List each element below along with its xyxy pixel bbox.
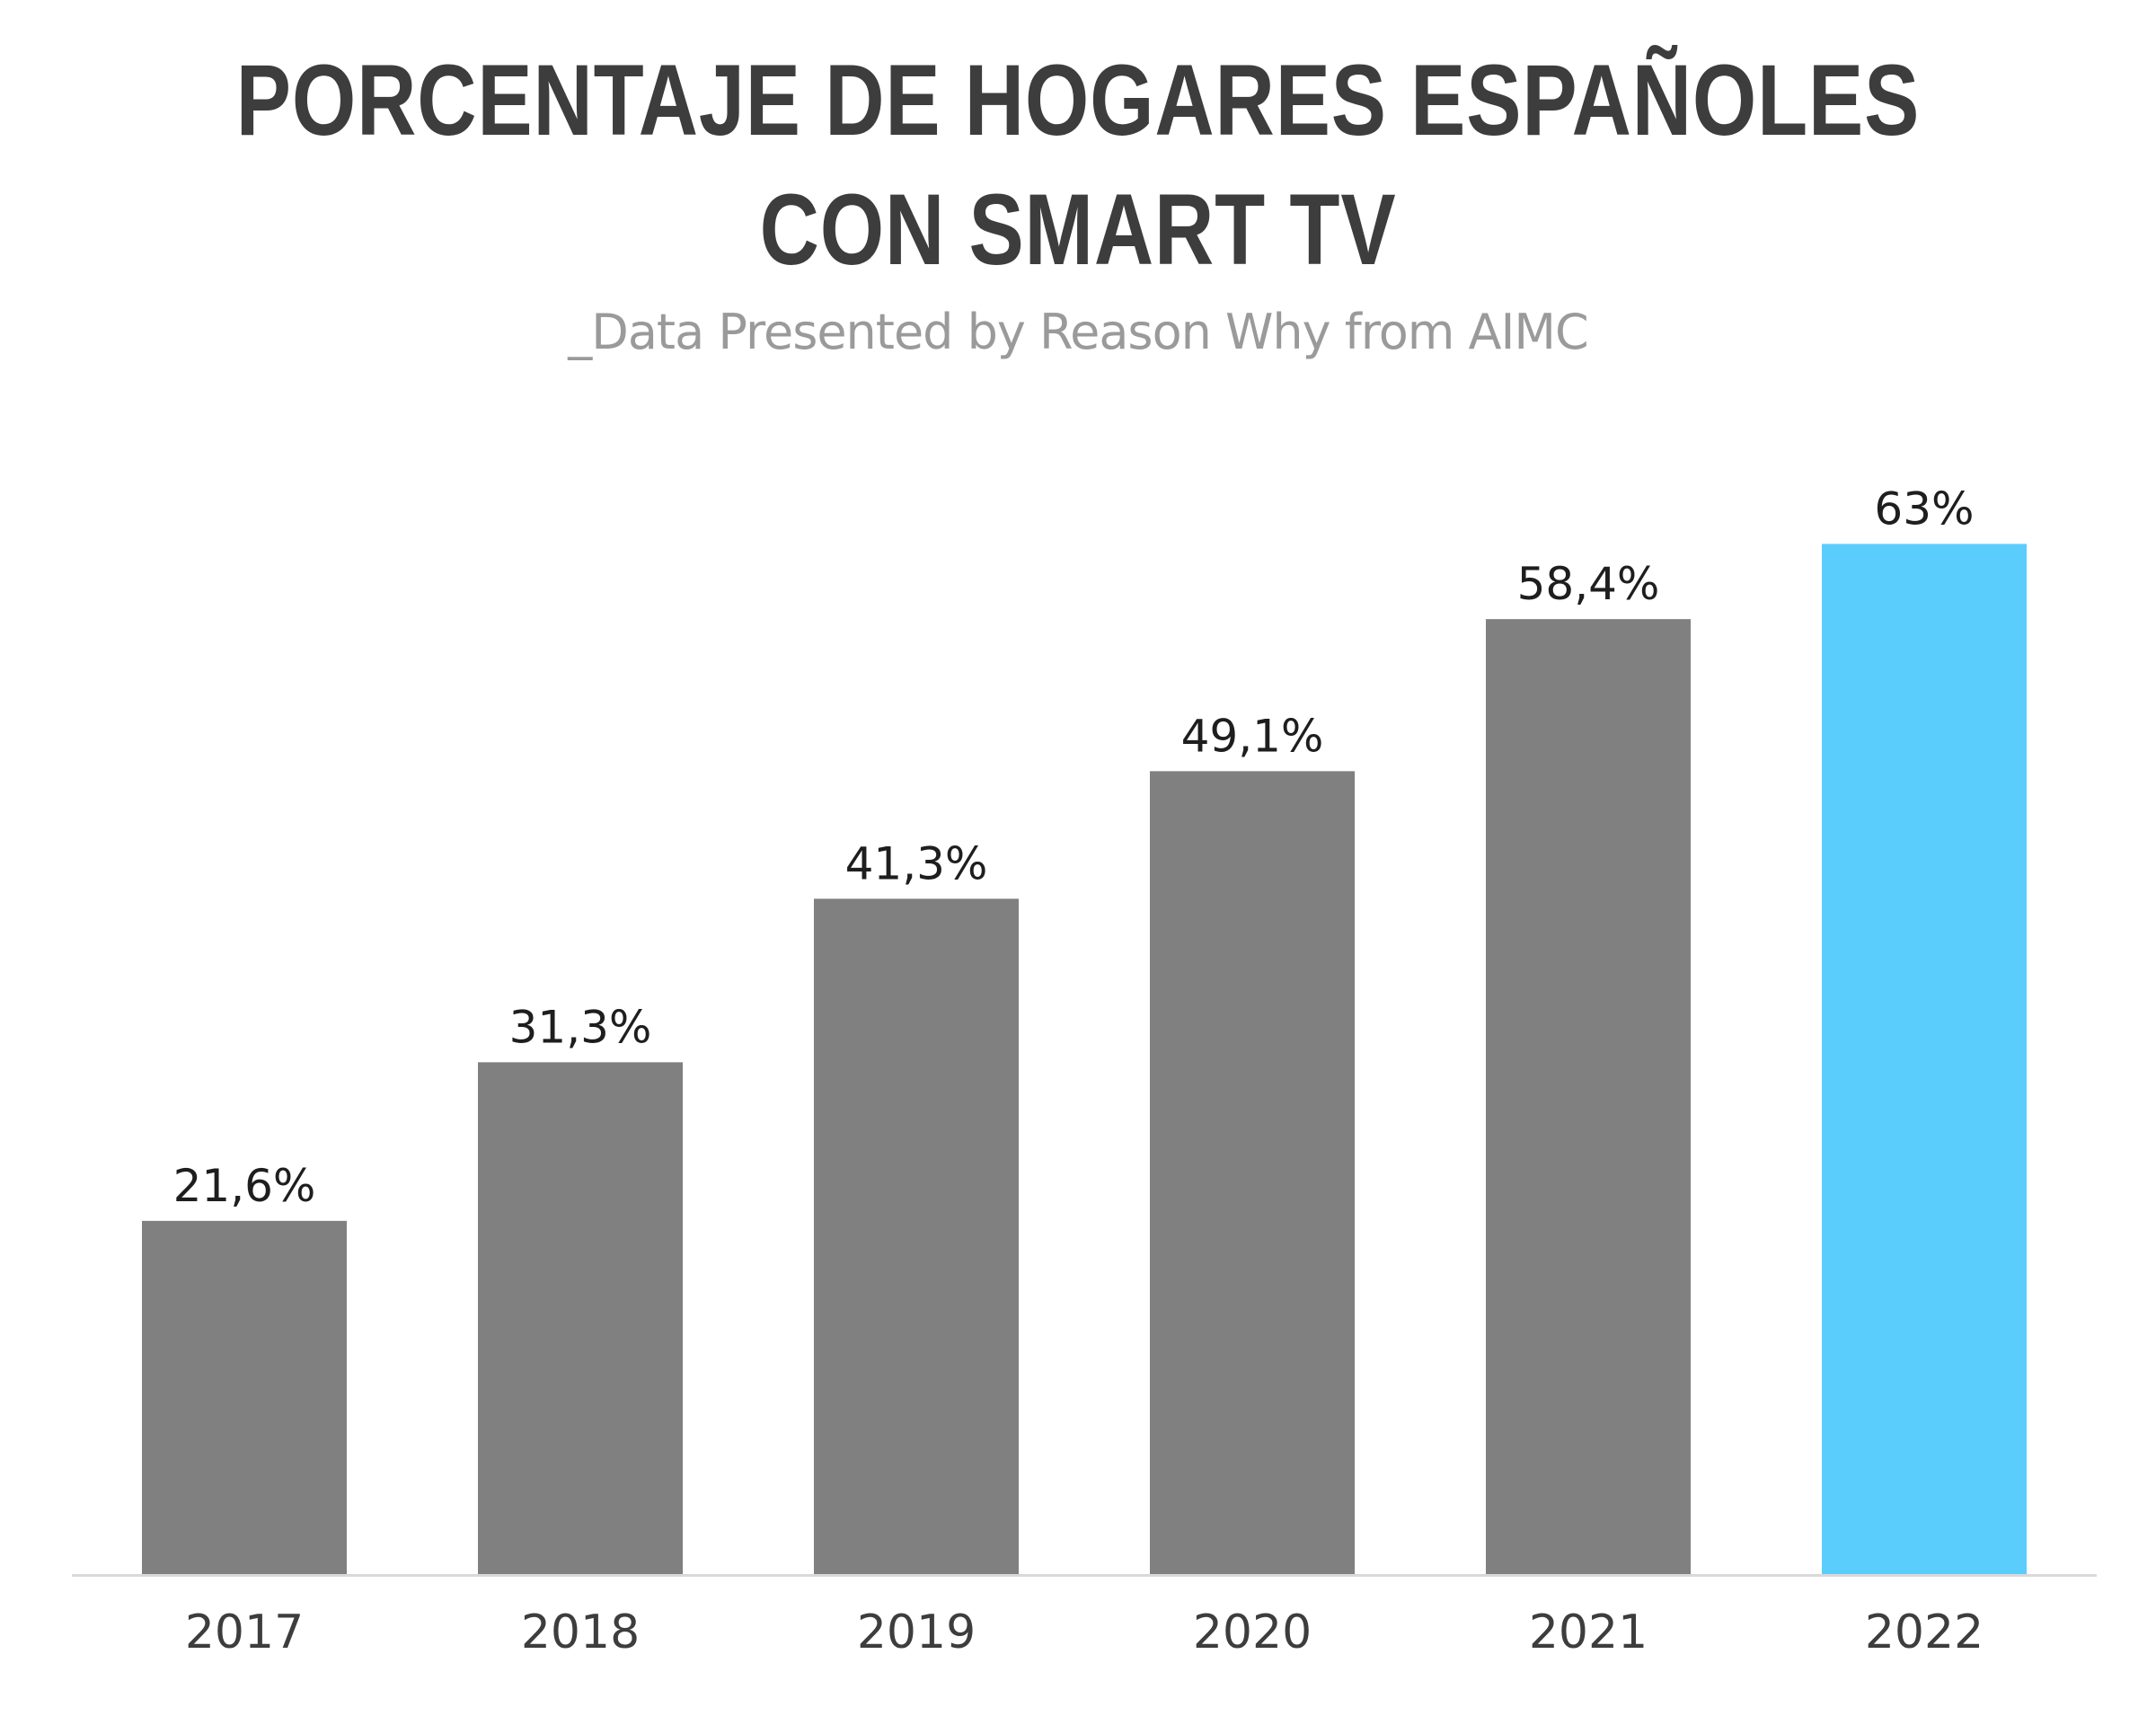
data-label-2018: 31,3% xyxy=(509,1001,652,1053)
chart-subtitle: _Data Presented by Reason Why from AIMC xyxy=(568,304,1588,360)
bar-2020 xyxy=(1150,771,1355,1574)
x-tick-label-2021: 2021 xyxy=(1529,1606,1648,1659)
chart-title: PORCENTAJE DE HOGARES ESPAÑOLES CON SMAR… xyxy=(194,36,1962,295)
x-tick-label-2022: 2022 xyxy=(1865,1606,1984,1659)
data-label-2022: 63% xyxy=(1874,482,1974,535)
data-label-2021: 58,4% xyxy=(1517,558,1660,610)
bar-2022 xyxy=(1822,544,2027,1574)
data-label-2020: 49,1% xyxy=(1181,710,1324,762)
x-tick-label-2017: 2017 xyxy=(185,1606,304,1659)
x-tick-label-2019: 2019 xyxy=(857,1606,976,1659)
chart-title-line-2: CON SMART TV xyxy=(759,173,1397,286)
bar-2019 xyxy=(814,898,1019,1574)
x-tick-label-2018: 2018 xyxy=(521,1606,640,1659)
data-label-2017: 21,6% xyxy=(173,1160,316,1212)
bar-2021 xyxy=(1486,619,1691,1574)
bar-2017 xyxy=(142,1220,347,1574)
data-label-2019: 41,3% xyxy=(845,837,988,889)
chart-title-line-1: PORCENTAJE DE HOGARES ESPAÑOLES xyxy=(235,44,1921,156)
x-tick-label-2020: 2020 xyxy=(1193,1606,1312,1659)
bar-2018 xyxy=(478,1062,683,1574)
